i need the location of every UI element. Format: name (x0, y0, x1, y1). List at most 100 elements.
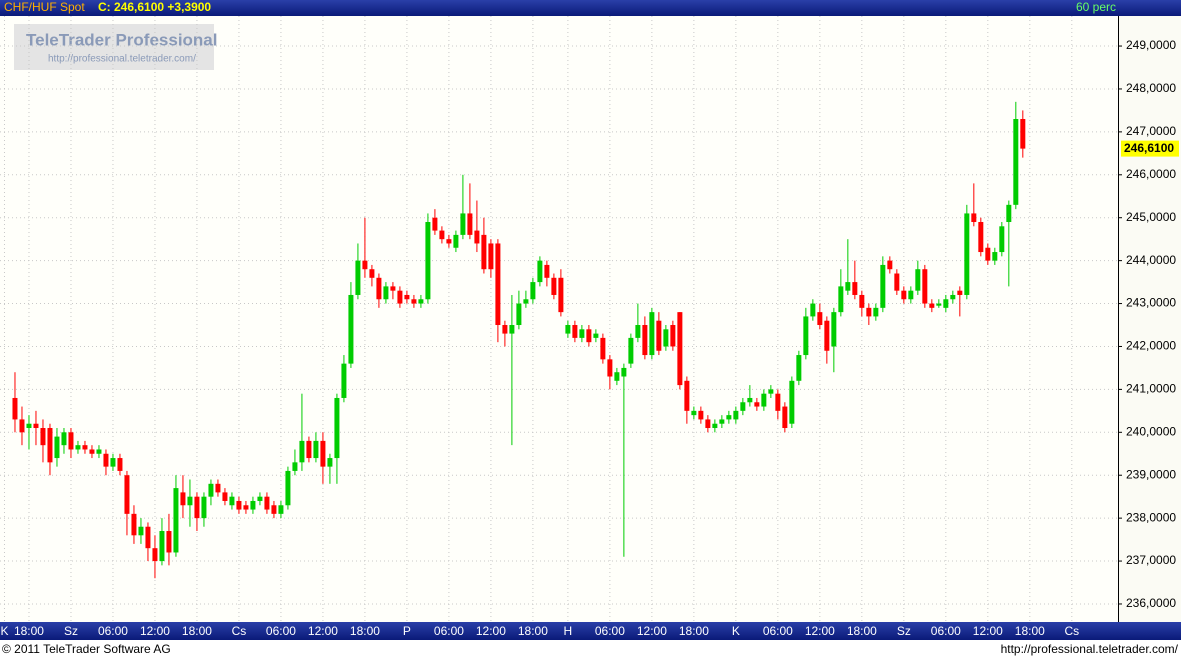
x-tick-label: 12:00 (973, 624, 1003, 638)
x-tick-label: 12:00 (140, 624, 170, 638)
candle-body (390, 286, 396, 291)
candle-body (26, 423, 32, 429)
candle-body (1020, 119, 1026, 149)
candle-body (768, 389, 774, 394)
candle-body (733, 410, 739, 420)
candle-body (677, 312, 683, 386)
candle-body (551, 277, 557, 295)
candle-body (544, 264, 550, 278)
candle-body (292, 462, 298, 471)
candle-body (264, 496, 270, 510)
candle-body (936, 303, 942, 306)
candle-body (271, 505, 277, 514)
candle-body (474, 230, 480, 244)
candle-body (649, 312, 655, 356)
y-tick-label: 237,0000 (1126, 553, 1176, 567)
y-tick-label: 242,0000 (1126, 339, 1176, 353)
candle-body (348, 294, 354, 364)
candle-body (719, 419, 725, 424)
candle-body (61, 432, 67, 446)
candle-body (355, 260, 361, 295)
x-tick-label: Cs (232, 624, 247, 638)
candle-body (957, 290, 963, 295)
candle-body (572, 325, 578, 338)
symbol: CHF/HUF Spot (4, 0, 85, 14)
candle-body (33, 423, 39, 429)
candle-body (215, 483, 221, 493)
candle-body (880, 264, 886, 308)
candle-body (845, 282, 851, 291)
candle-body (922, 269, 928, 304)
candle-body (152, 548, 158, 562)
candle-body (306, 440, 312, 459)
y-tick-label: 247,0000 (1126, 124, 1176, 138)
y-tick-label: 240,0000 (1126, 424, 1176, 438)
x-tick-label: 12:00 (476, 624, 506, 638)
x-tick-label: 12:00 (805, 624, 835, 638)
candle-body (684, 380, 690, 411)
candle-body (656, 320, 662, 351)
candle-body (1006, 204, 1012, 223)
x-axis-bar (0, 622, 1181, 640)
candle-body (369, 269, 375, 278)
candle-body (705, 419, 711, 429)
y-tick-label: 238,0000 (1126, 510, 1176, 524)
candle-body (985, 247, 991, 261)
x-tick-label: Sz (64, 624, 78, 638)
candle-body (166, 531, 172, 553)
candle-body (313, 440, 319, 459)
candle-body (866, 307, 872, 317)
candle-body (460, 213, 466, 235)
candle-body (243, 505, 249, 510)
candle-body (19, 419, 25, 433)
x-tick-label: 06:00 (266, 624, 296, 638)
x-tick-label: 18:00 (679, 624, 709, 638)
candle-body (425, 222, 431, 300)
candle-body (642, 325, 648, 356)
candle-body (908, 290, 914, 300)
candle-body (803, 316, 809, 356)
candle-body (383, 286, 389, 300)
candle-body (509, 325, 515, 334)
candle-body (103, 453, 109, 467)
candle-body (439, 230, 445, 240)
x-tick-label: H (564, 624, 573, 638)
candle-body (194, 496, 200, 519)
x-tick-label: 18:00 (518, 624, 548, 638)
candle-body (614, 372, 620, 381)
y-tick-label: 245,0000 (1126, 210, 1176, 224)
x-tick-label: Cs (1064, 624, 1079, 638)
candle-body (838, 286, 844, 313)
candle-body (222, 492, 228, 501)
candle-body (950, 294, 956, 300)
candle-body (726, 415, 732, 420)
interval: 60 perc (1076, 0, 1116, 14)
candle-body (523, 299, 529, 304)
y-axis-area (1118, 16, 1181, 622)
x-tick-label: 18:00 (350, 624, 380, 638)
candle-body (488, 243, 494, 270)
candles (12, 101, 1026, 579)
candle-body (299, 440, 305, 463)
candle-body (824, 320, 830, 351)
y-tick-label: 249,0000 (1126, 38, 1176, 52)
x-tick-label: 06:00 (931, 624, 961, 638)
x-tick-label: K (732, 624, 740, 638)
candle-body (320, 440, 326, 467)
candle-body (873, 307, 879, 317)
candle-body (747, 397, 753, 403)
candle-body (341, 363, 347, 398)
watermark-box (14, 24, 214, 70)
last-price-box (1121, 140, 1179, 157)
candle-body (691, 410, 697, 416)
candle-body (635, 325, 641, 338)
candle-body (670, 325, 676, 347)
y-tick-label: 246,0000 (1126, 167, 1176, 181)
candle-body (516, 303, 522, 326)
candle-body (117, 458, 123, 471)
candle-body (600, 337, 606, 360)
watermark-brand: TeleTrader Professional (26, 30, 217, 49)
candle-body (145, 526, 151, 549)
candle-body (89, 449, 95, 454)
y-tick-label: 243,0000 (1126, 296, 1176, 310)
